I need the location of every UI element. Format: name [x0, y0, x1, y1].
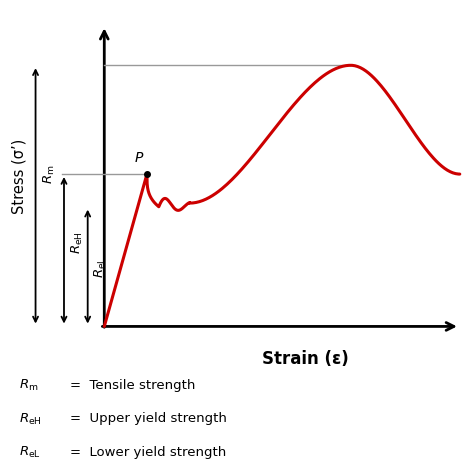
Text: $R_{\rm eL}$: $R_{\rm eL}$	[93, 256, 109, 278]
Text: $R_{\rm m}$: $R_{\rm m}$	[42, 164, 57, 184]
Text: =  Lower yield strength: = Lower yield strength	[70, 446, 226, 459]
Text: $R_{\rm m}$: $R_{\rm m}$	[19, 378, 38, 393]
Text: $R_{\rm eH}$: $R_{\rm eH}$	[70, 232, 85, 254]
Text: =  Tensile strength: = Tensile strength	[70, 379, 195, 392]
Text: Stress (σ’): Stress (σ’)	[11, 138, 27, 213]
Text: $R_{\rm eH}$: $R_{\rm eH}$	[19, 412, 42, 426]
Text: P: P	[134, 151, 143, 165]
Text: Strain (ε): Strain (ε)	[262, 350, 349, 368]
Text: =  Upper yield strength: = Upper yield strength	[70, 412, 227, 425]
Text: $R_{\rm eL}$: $R_{\rm eL}$	[19, 445, 41, 460]
